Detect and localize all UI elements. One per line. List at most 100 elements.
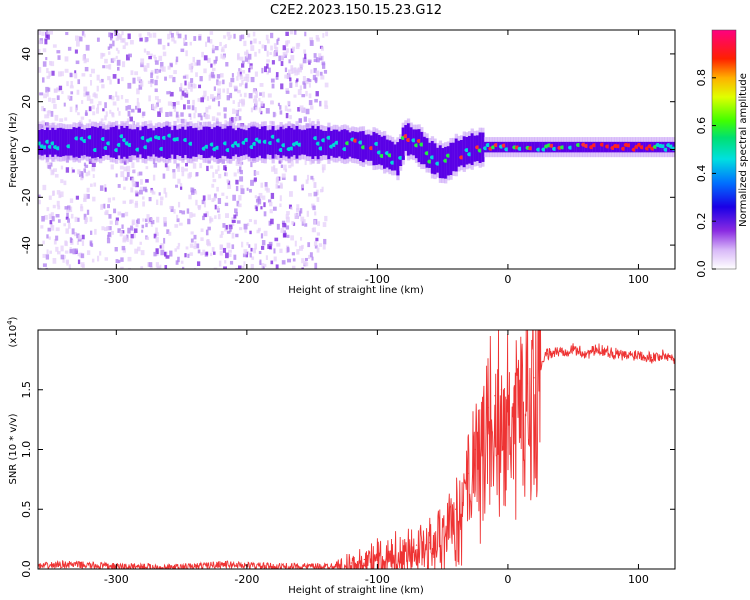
spectrogram-noise-cell	[163, 237, 166, 244]
spectrogram-noise-cell	[99, 251, 102, 256]
spectrogram-noise-cell	[253, 170, 257, 176]
spectrogram-noise-cell	[281, 176, 286, 180]
spectrogram-noise-cell	[117, 78, 120, 84]
spectrogram-noise-cell	[263, 66, 267, 73]
spectrogram-noise-cell	[66, 208, 70, 213]
spectrogram-noise-cell	[67, 95, 71, 100]
spectrogram-noise-cell	[226, 95, 231, 101]
spectrogram-noise-cell	[291, 220, 295, 225]
snr-xtick-label: -300	[104, 573, 129, 586]
spectrogram-noise-cell	[313, 67, 317, 73]
spectrogram-noise-cell	[187, 253, 190, 258]
spectrogram-noise-cell	[290, 206, 293, 210]
spectrogram-band-cell	[226, 126, 230, 159]
spectrogram-noise-cell	[46, 207, 50, 212]
spectrogram-noise-cell	[316, 232, 321, 236]
spectrogram-noise-cell	[49, 30, 53, 35]
spectrogram-noise-cell	[290, 65, 294, 72]
snr-ytick-label: 0.5	[20, 501, 33, 519]
spectrogram-noise-cell	[309, 37, 314, 41]
spectrogram-noise-cell	[169, 91, 174, 97]
spectrogram-band-cell	[197, 130, 201, 155]
spectrogram-noise-cell	[77, 252, 81, 257]
spectrogram-noise-cell	[70, 91, 74, 95]
spectrogram-noise-cell	[46, 249, 49, 255]
spectrogram-noise-cell	[168, 90, 171, 95]
spectrogram-noise-cell	[111, 95, 115, 101]
spectrogram-noise-cell	[247, 33, 251, 38]
spectrogram-noise-cell	[86, 209, 90, 215]
spectrogram-noise-cell	[287, 100, 290, 105]
spectrogram-noise-cell	[206, 165, 209, 172]
snr-data-point	[585, 353, 587, 355]
spectrogram-noise-cell	[104, 187, 107, 192]
spectrogram-noise-cell	[300, 216, 305, 222]
snr-data-point	[481, 425, 483, 427]
spectrogram-noise-cell	[272, 111, 276, 118]
spectrogram-noise-cell	[275, 183, 278, 189]
spectrogram-noise-cell	[172, 172, 176, 179]
spectrogram-noise-cell	[89, 230, 93, 235]
spectrogram-band-cell	[266, 130, 270, 155]
spectrogram-noise-cell	[54, 173, 59, 178]
spectrogram-band-cell	[176, 129, 180, 156]
spectrogram-noise-cell	[140, 58, 145, 65]
spectrogram-noise-cell	[162, 51, 167, 57]
spectrogram-noise-cell	[279, 182, 283, 189]
spectrogram-noise-cell	[285, 90, 290, 94]
spectrogram-band-cell	[154, 128, 159, 157]
snr-data-point	[598, 348, 600, 350]
spectrogram-noise-cell	[239, 160, 242, 167]
spectrogram-noise-cell	[132, 232, 136, 239]
spectrogram-noise-cell	[203, 213, 207, 218]
spectrogram-noise-cell	[202, 249, 206, 255]
spectrogram-noise-cell	[270, 260, 274, 265]
spectrogram-noise-cell	[103, 203, 106, 209]
spectrogram-noise-cell	[105, 64, 110, 69]
snr-xtick-label: -100	[365, 573, 390, 586]
spectrogram-noise-cell	[194, 240, 197, 247]
spectrogram-ylabel: Frequency (Hz)	[8, 112, 19, 188]
spectrogram-noise-cell	[175, 56, 179, 63]
spectrogram-noise-cell	[228, 249, 232, 253]
spectrogram-noise-cell	[156, 75, 159, 79]
spectrogram-noise-cell	[237, 108, 242, 112]
spectrogram-noise-cell	[307, 59, 312, 63]
spectrogram-noise-cell	[252, 31, 256, 37]
spectrogram-noise-cell	[275, 72, 279, 77]
spectrogram-noise-cell	[238, 68, 241, 72]
spectrogram-noise-cell	[235, 185, 239, 192]
snr-data-point	[402, 548, 405, 550]
spectrogram-noise-cell	[281, 220, 286, 225]
spectrogram-noise-cell	[167, 42, 170, 47]
spectrogram-noise-cell	[113, 31, 116, 36]
spectrogram-noise-cell	[200, 115, 203, 121]
spectrogram-noise-cell	[225, 213, 229, 218]
spectrogram-noise-cell	[41, 31, 45, 36]
spectrogram-noise-cell	[150, 82, 153, 88]
spectrogram-noise-cell	[229, 92, 233, 99]
spectrogram-noise-cell	[215, 169, 218, 174]
spectrogram-noise-cell	[286, 211, 290, 215]
spectrogram-band-cell	[271, 126, 275, 159]
spectrogram-band-cell	[412, 129, 416, 156]
spectrogram-noise-cell	[258, 192, 263, 199]
spectrogram-noise-cell	[264, 186, 269, 191]
spectrogram-noise-cell	[201, 199, 206, 205]
spectrogram-noise-cell	[187, 173, 191, 179]
spectrogram-noise-cell	[109, 35, 113, 41]
spectrogram-noise-cell	[190, 86, 193, 92]
spectrogram-noise-cell	[313, 58, 318, 63]
spectrogram-noise-cell	[83, 86, 88, 92]
spectrogram-noise-cell	[216, 205, 220, 211]
spectrogram-noise-cell	[279, 248, 283, 253]
spectrogram-noise-cell	[286, 74, 290, 79]
spectrogram-noise-cell	[265, 255, 268, 260]
spectrogram-noise-cell	[214, 204, 217, 210]
spectrogram-noise-cell	[235, 179, 239, 185]
spectrogram-noise-cell	[234, 86, 238, 92]
spectrogram-noise-cell	[238, 116, 242, 121]
spectrogram-band-cell	[170, 130, 174, 155]
spectrogram-band-cell	[632, 141, 636, 153]
spectrogram-noise-cell	[299, 105, 304, 111]
